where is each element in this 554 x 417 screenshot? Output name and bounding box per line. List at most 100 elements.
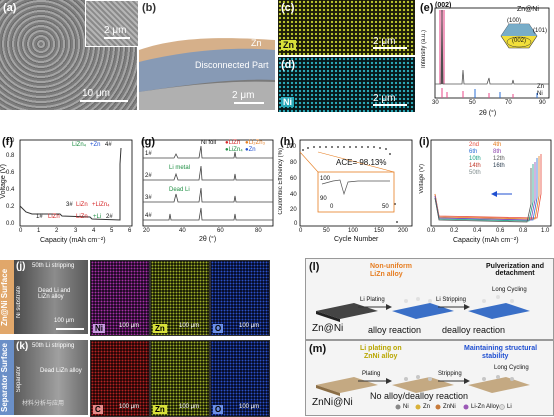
panel-b-sem: (b) Zn Disconnected Part 2 μm <box>139 0 275 110</box>
panel-h-xtick-0: 0 <box>299 228 303 234</box>
panel-f-xlabel: Capacity (mAh cm⁻²) <box>40 237 106 244</box>
panel-l-label: (l) <box>309 261 320 273</box>
panel-f-annot-top-b: +Zn <box>90 142 101 148</box>
panel-h-inset-xtick-0: 0 <box>330 204 334 210</box>
panel-f-ytick-3: 0.6 <box>6 170 15 176</box>
panel-m-legend-zn: Zn <box>423 404 431 410</box>
panel-f-xtick-0: 0 <box>19 228 23 234</box>
panel-f-ytick-4: 0.8 <box>6 153 15 159</box>
panel-i-legend-50: 50th <box>469 170 481 176</box>
panel-g-label: (g) <box>141 136 156 148</box>
panel-g-dead-li: Dead Li <box>169 187 190 193</box>
panel-m-note-left-a: Li plating on <box>360 345 402 352</box>
panel-d-scalebar: 2 μm <box>373 93 396 104</box>
panel-l-step-stripping: Li Stripping <box>436 297 467 303</box>
panel-l-heading: Zn@Ni <box>312 323 344 334</box>
panel-e-legend-zn-ni: Zn@Ni <box>517 6 539 13</box>
panel-e-legend-zn: Zn <box>537 84 545 90</box>
panel-m-step-stripping: Stripping <box>438 371 462 377</box>
panel-e-xtick-90: 90 <box>539 100 546 106</box>
panel-f-annot-3: 3# <box>66 202 73 208</box>
panel-h-ytick-20: 20 <box>290 207 297 213</box>
panel-k-side-tag-text: Separator Surface <box>0 343 9 412</box>
panel-m-step-plating: Plating <box>362 371 381 377</box>
panel-h-label: (h) <box>280 136 295 148</box>
panel-k-tile-c: C 100 μm <box>90 340 150 417</box>
panel-l-top-note-a: Non-uniform <box>370 263 412 270</box>
panel-h-inset-xtick-50: 50 <box>382 204 389 210</box>
panel-j-scalebar: 100 μm <box>54 318 75 324</box>
panel-i-voltage: (i) 2nd 4th 6th 8th 10th 12th 14th 16th … <box>417 134 554 246</box>
panel-e-face-002: (002) <box>512 38 527 44</box>
panel-k-sem: (k) 50th Li stripping Separator Dead LiZ… <box>14 340 88 415</box>
panel-c-label: (c) <box>281 2 295 14</box>
panel-j-tile-zn: Zn 100 μm <box>150 260 210 336</box>
panel-f-xtick-6: 6 <box>128 228 132 234</box>
panel-k-text-b: Dead LiZn alloy <box>40 368 82 374</box>
panel-e-peak-label: (002) <box>435 2 452 9</box>
panel-i-legend-16: 16th <box>493 163 505 169</box>
panel-f-annot-top-a: LiZn₄ <box>72 142 87 148</box>
panel-f-xtick-4: 4 <box>92 228 96 234</box>
panel-a-inset: 2 μm <box>85 0 139 47</box>
panel-l-schematic: (l) Non-uniform LiZn alloy Pulverization… <box>305 258 554 340</box>
panel-i-legend-2: 2nd <box>469 142 480 148</box>
panel-l-step-plating: Li Plating <box>360 297 385 303</box>
panel-m-step-cycling: Long Cycling <box>494 365 529 371</box>
panel-g-xtick-40: 40 <box>179 228 186 234</box>
panel-i-xtick-0: 0.0 <box>427 228 436 234</box>
panel-f-ytick-1: 0.2 <box>6 204 15 210</box>
panel-c-element-tag: Zn <box>281 40 296 50</box>
panel-f-annot-2: 2# <box>106 214 113 220</box>
panel-b-scalebar: 2 μm <box>232 90 255 101</box>
panel-j-label: (j) <box>16 261 26 272</box>
panel-m-note-right-a: Maintaining structural <box>464 345 538 352</box>
panel-i-xtick-4: 0.8 <box>519 228 528 234</box>
panel-j-tile-zn-scalebar: 100 μm <box>179 323 200 329</box>
panel-f-annot-3-a: LiZn <box>76 202 88 208</box>
panel-l-reaction-alloy: alloy reaction <box>368 325 422 335</box>
panel-l-step-cycling: Long Cycling <box>492 287 527 293</box>
panel-b-zn-label: Zn <box>251 38 262 48</box>
panel-e-legend-ni: Ni <box>537 91 543 97</box>
panel-i-xtick-5: 1.0 <box>541 228 550 234</box>
panel-m-heading: ZnNi@Ni <box>312 397 353 408</box>
panel-i-legend-10: 10th <box>469 156 481 162</box>
panel-h-xtick-200: 200 <box>398 228 409 234</box>
panel-j-sem: (j) 50th Li stripping Ni substrate Dead … <box>14 260 88 334</box>
panel-k-watermark: 材料分析与应用 <box>22 401 65 407</box>
panel-g-legend-b1: ●LiZn₄ <box>225 147 243 153</box>
panel-h-ace: ACE= 98.13% <box>336 158 387 167</box>
panel-f-ytick-5: 1.0 <box>6 138 15 144</box>
panel-d-element-tag: Ni <box>281 97 294 107</box>
panel-m-legend-lizn: Li-Zn Alloy <box>471 404 500 410</box>
panel-k-tile-zn-label: Zn <box>153 405 167 414</box>
panel-b-label: (b) <box>142 2 157 14</box>
panel-m-legend-ni: Ni <box>403 404 409 410</box>
panel-f-voltage: (f) LiZn₄ +Zn 4# 3# LiZn +LiZn₄ 1# LiZn … <box>0 134 137 246</box>
panel-k-tile-o: O 100 μm <box>210 340 270 417</box>
panel-j-title: 50th Li stripping <box>32 263 75 269</box>
panel-h-xtick-150: 150 <box>374 228 385 234</box>
panel-k-text-a: Separator <box>16 366 22 393</box>
panel-e-face-101: (101) <box>533 28 548 34</box>
panel-k-tile-zn: Zn 100 μm <box>150 340 210 417</box>
panel-a-label: (a) <box>3 2 17 14</box>
panel-g-legend-b2: ●Zn <box>245 147 256 153</box>
panel-h-ylabel: Coulombic Efficiency (%) <box>278 148 284 215</box>
panel-k-tile-o-scalebar: 100 μm <box>239 404 260 410</box>
panel-i-legend-4: 4th <box>493 142 502 148</box>
panel-i-legend-6: 6th <box>469 149 478 155</box>
panel-j-tile-ni: Ni 100 μm <box>90 260 150 336</box>
panel-g-row-2: 2# <box>145 173 152 179</box>
panel-e-xtick-30: 30 <box>432 100 439 106</box>
panel-m-legend-znni: ZnNi <box>443 404 456 410</box>
panel-g-li-metal: Li metal <box>169 165 191 171</box>
panel-h-xtick-50: 50 <box>323 228 330 234</box>
panel-i-xtick-3: 0.6 <box>496 228 505 234</box>
panel-m-note-left-b: ZnNi alloy <box>364 353 398 360</box>
panel-g-legend-a1: ●LiZn <box>225 140 241 146</box>
panel-c-zn-map: (c) Zn 2 μm <box>278 0 415 55</box>
panel-g-ni-foil: Ni foil <box>201 140 217 146</box>
panel-j-tile-zn-label: Zn <box>153 324 167 333</box>
